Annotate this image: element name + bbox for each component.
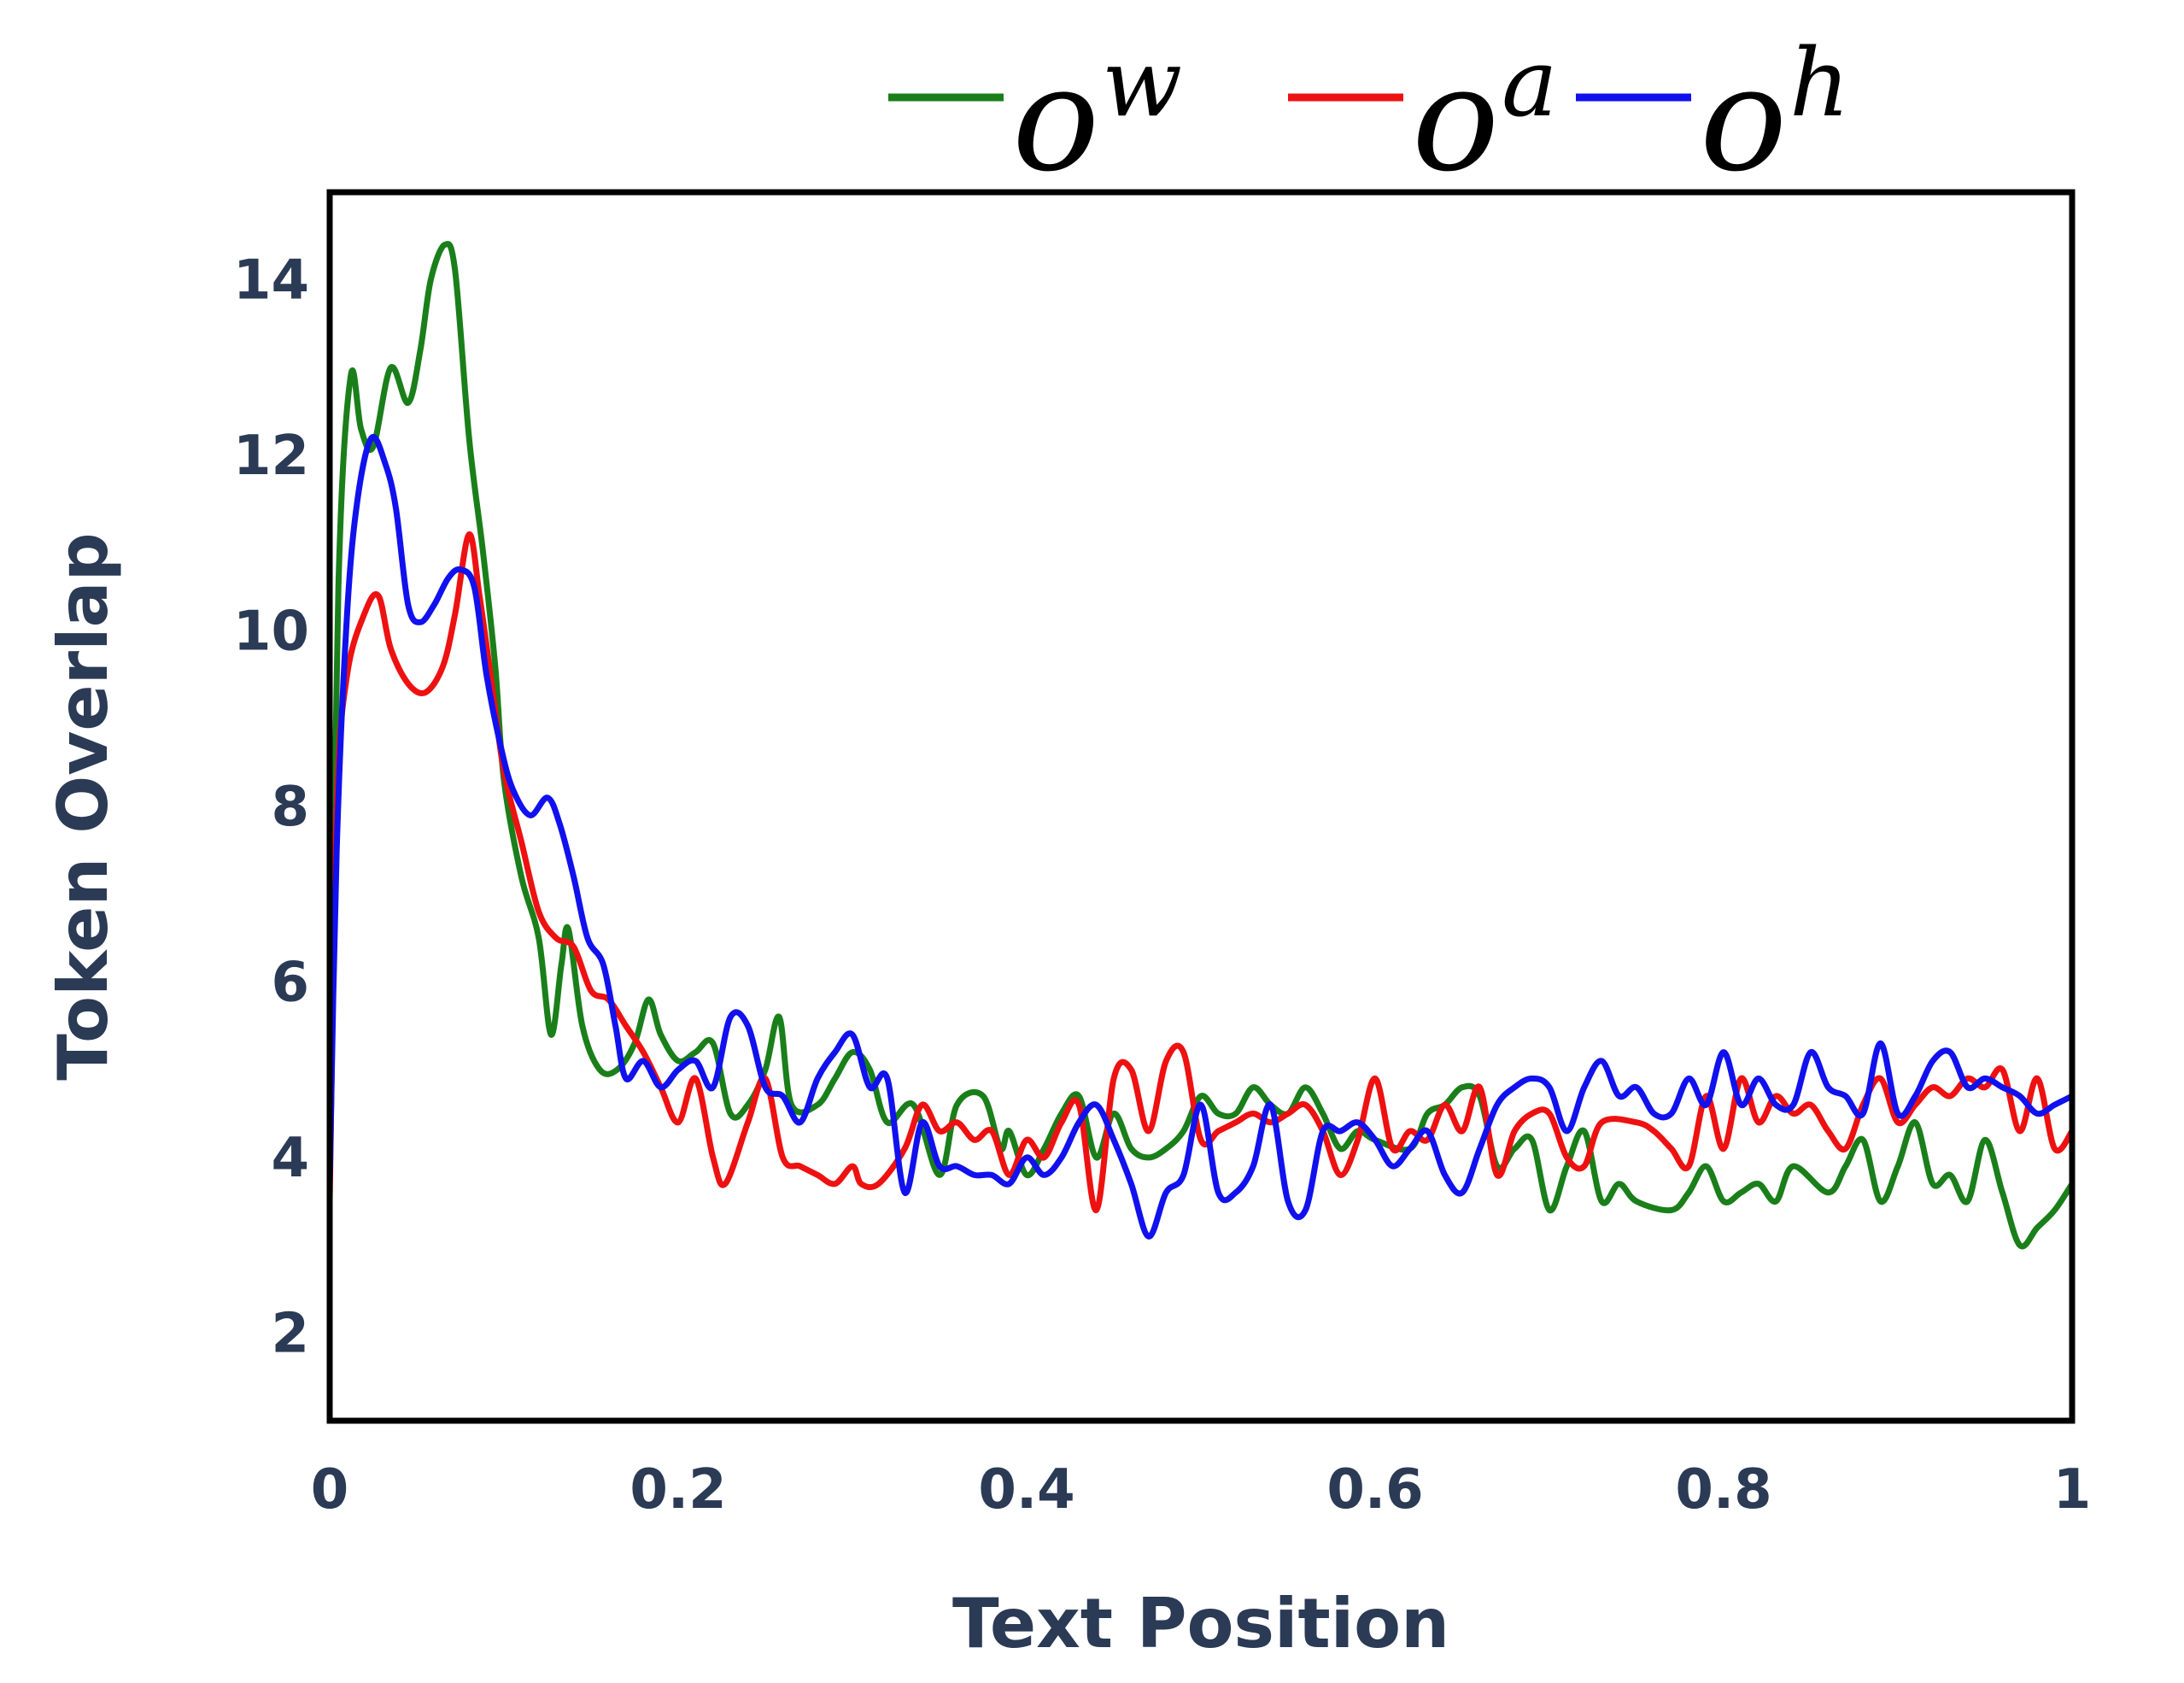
x-tick-label: 0.4 — [978, 1458, 1074, 1522]
x-tick-label: 0.8 — [1675, 1458, 1771, 1522]
y-tick-label: 8 — [271, 776, 309, 839]
y-tick-label: 12 — [233, 425, 309, 488]
legend-label-superscript: a — [1502, 28, 1558, 138]
series-line-o-h — [326, 433, 2076, 1240]
y-tick-label: 2 — [271, 1302, 309, 1365]
legend-label-base: o — [1012, 35, 1099, 204]
legend-label-base: o — [1700, 35, 1787, 204]
legend-label-superscript: w — [1102, 28, 1182, 138]
plot-frame — [326, 189, 2076, 1424]
y-axis-title: Token Overlap — [44, 532, 123, 1081]
x-tick-label: 0 — [311, 1458, 349, 1522]
y-tick-label: 10 — [233, 601, 309, 664]
x-tick-label: 0.2 — [629, 1458, 726, 1522]
series-layer — [326, 240, 2076, 1250]
x-axis-title: Text Position — [952, 1584, 1449, 1663]
y-tick-label: 6 — [271, 951, 309, 1014]
series-line-o-w — [326, 240, 2076, 1250]
x-axis-ticks: 0 0.2 0.4 0.6 0.8 1 — [311, 1458, 2092, 1522]
y-axis-ticks: 2 4 6 8 10 12 14 — [233, 249, 309, 1366]
x-tick-label: 0.6 — [1326, 1458, 1423, 1522]
series-line-o-a — [326, 531, 2076, 1214]
legend-label-superscript: h — [1789, 28, 1850, 138]
x-tick-label: 1 — [2053, 1458, 2092, 1522]
y-tick-label: 14 — [233, 249, 309, 313]
legend-label-base: o — [1412, 35, 1499, 204]
y-tick-label: 4 — [271, 1127, 309, 1190]
